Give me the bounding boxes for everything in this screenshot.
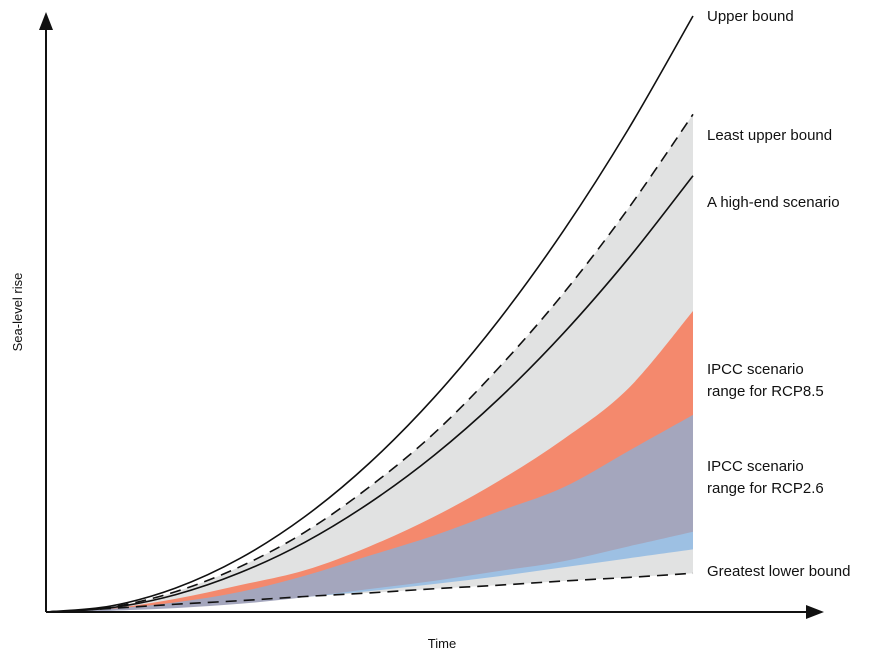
bands-layer bbox=[46, 114, 693, 612]
label-rcp85-line2: range for RCP8.5 bbox=[707, 383, 824, 400]
label-rcp85-line1: IPCC scenario bbox=[707, 361, 804, 378]
lines-layer bbox=[45, 15, 694, 613]
y-axis-label: Sea-level rise bbox=[10, 273, 25, 352]
label-rcp26-line1: IPCC scenario bbox=[707, 458, 804, 475]
line-high-end-scenario bbox=[45, 175, 694, 613]
y-axis-arrow-icon bbox=[39, 12, 53, 30]
label-greatest-lower-bound: Greatest lower bound bbox=[707, 563, 850, 580]
label-high-end-scenario: A high-end scenario bbox=[707, 194, 840, 211]
band-overlap bbox=[46, 414, 693, 612]
line-upper-bound bbox=[45, 15, 694, 613]
label-upper-bound: Upper bound bbox=[707, 8, 794, 25]
line-greatest-lower-bound bbox=[45, 572, 694, 613]
label-rcp26-line2: range for RCP2.6 bbox=[707, 480, 824, 497]
x-axis-label: Time bbox=[428, 636, 456, 651]
label-least-upper-bound: Least upper bound bbox=[707, 127, 832, 144]
x-axis-arrow-icon bbox=[806, 605, 824, 619]
band-rcp85 bbox=[46, 311, 693, 612]
